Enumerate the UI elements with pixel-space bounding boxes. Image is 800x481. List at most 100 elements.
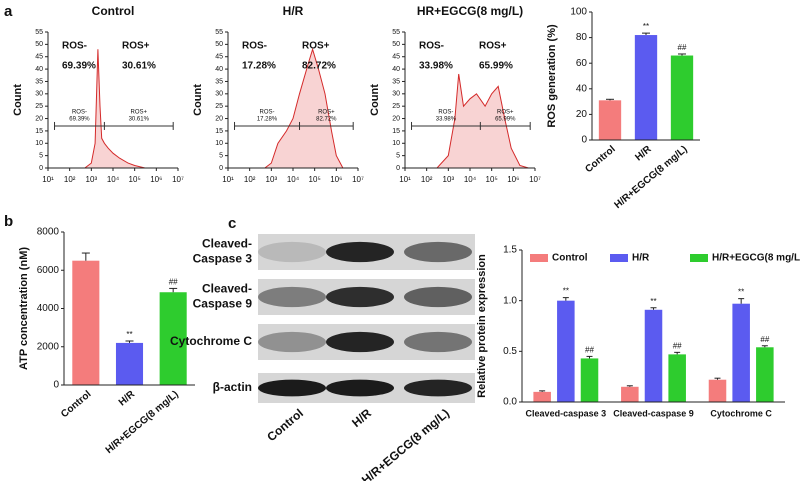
y-tick-label: 40 (35, 66, 43, 73)
bar (621, 386, 639, 402)
x-tick-label: 10² (421, 175, 433, 184)
blot-band (404, 331, 472, 353)
x-tick-label: 10¹ (222, 175, 234, 184)
gate-small-label: ROS+ (497, 110, 514, 116)
blot-band (404, 379, 472, 397)
gate-small-percent: 65.99% (495, 117, 516, 123)
significance-mark: ** (650, 297, 656, 306)
blot-band (258, 286, 326, 308)
blot-band (404, 241, 472, 263)
bar (644, 309, 663, 402)
y-tick-label: 10 (392, 140, 400, 147)
y-tick-label: 30 (392, 91, 400, 98)
gate-label: ROS- (62, 41, 87, 52)
x-tick-label: 10⁶ (507, 175, 519, 184)
gate-small-label: ROS+ (131, 110, 148, 116)
y-tick-label: 35 (215, 78, 223, 85)
significance-mark: ** (563, 287, 569, 296)
y-tick-label: 15 (392, 128, 400, 135)
row-label: Caspase 9 (193, 297, 253, 311)
gate-small-percent: 33.98% (436, 117, 457, 123)
significance-mark: ** (643, 22, 649, 31)
gate-small-label: ROS- (260, 110, 275, 116)
bar (557, 300, 575, 402)
x-tick-label: Cleaved-caspase 9 (613, 408, 694, 418)
significance-mark: ## (678, 43, 687, 52)
y-tick-label: 40 (576, 83, 588, 94)
y-tick-label: 50 (35, 41, 43, 48)
y-tick-label: 6000 (37, 265, 60, 276)
y-tick-label: 45 (215, 54, 223, 61)
histogram-line (48, 49, 157, 169)
x-tick-label: 10¹ (399, 175, 411, 184)
significance-mark: ## (760, 335, 769, 344)
y-tick-label: 45 (392, 54, 400, 61)
bar (756, 347, 774, 402)
gate-percent: 82.72% (302, 61, 336, 72)
x-tick-label: 10⁴ (464, 175, 477, 184)
y-tick-label: 30 (215, 91, 223, 98)
chart-title: H/R (283, 4, 304, 18)
x-tick-label: 10³ (443, 175, 455, 184)
panel-label: a (4, 3, 13, 20)
y-tick-label: 4000 (37, 303, 60, 314)
y-tick-label: 5 (39, 152, 43, 159)
y-tick-label: 0.0 (503, 397, 517, 408)
blot-band (326, 379, 394, 397)
x-tick-label: 10⁶ (150, 175, 162, 184)
x-tick-label: 10⁷ (172, 175, 184, 184)
y-tick-label: 20 (576, 109, 588, 120)
y-tick-label: 50 (392, 41, 400, 48)
x-tick-label: 10² (244, 175, 256, 184)
bar (598, 100, 622, 140)
row-label: Cleaved- (202, 237, 252, 251)
y-tick-label: 50 (215, 41, 223, 48)
x-tick-label: 10⁵ (129, 175, 141, 184)
gate-small-label: ROS- (72, 110, 87, 116)
y-tick-label: 0 (53, 380, 59, 391)
y-tick-label: 0.5 (503, 346, 517, 357)
chart-title: HR+EGCG(8 mg/L) (417, 4, 523, 18)
y-tick-label: 10 (35, 140, 43, 147)
y-axis-label: Count (369, 84, 381, 116)
y-tick-label: 30 (35, 91, 43, 98)
y-tick-label: 35 (35, 78, 43, 85)
y-tick-label: 0 (39, 165, 43, 172)
y-tick-label: 0 (396, 165, 400, 172)
lane-label: H/R (349, 406, 374, 430)
gate-percent: 69.39% (62, 61, 96, 72)
blot-band (258, 241, 326, 263)
gate-small-label: ROS+ (318, 110, 335, 116)
y-tick-label: 0 (581, 135, 587, 146)
gate-label: ROS+ (479, 41, 507, 52)
gate-label: ROS+ (122, 41, 150, 52)
blot-band (326, 241, 394, 263)
x-tick-label: 10³ (266, 175, 278, 184)
legend-swatch (530, 254, 548, 262)
y-tick-label: 55 (215, 29, 223, 36)
y-axis-label: Count (12, 84, 24, 116)
legend-label: H/R (632, 253, 650, 264)
legend-swatch (610, 254, 628, 262)
x-tick-label: 10⁵ (309, 175, 321, 184)
row-label: Caspase 3 (193, 252, 253, 266)
y-tick-label: 20 (392, 115, 400, 122)
y-tick-label: 0 (219, 165, 223, 172)
bar (580, 358, 599, 402)
x-tick-label: 10¹ (42, 175, 54, 184)
y-tick-label: 5 (219, 152, 223, 159)
gate-percent: 30.61% (122, 61, 156, 72)
y-axis-label: Count (192, 84, 204, 116)
bar (670, 55, 694, 140)
gate-small-percent: 69.39% (69, 117, 90, 123)
x-tick-label: H/R (117, 388, 138, 408)
x-tick-label: H/R (633, 143, 654, 163)
bar (115, 342, 144, 385)
y-tick-label: 55 (35, 29, 43, 36)
legend-label: Control (552, 253, 588, 264)
y-tick-label: 55 (392, 29, 400, 36)
blot-band (258, 331, 326, 353)
y-tick-label: 15 (35, 128, 43, 135)
x-tick-label: 10⁴ (287, 175, 300, 184)
gate-percent: 65.99% (479, 61, 513, 72)
